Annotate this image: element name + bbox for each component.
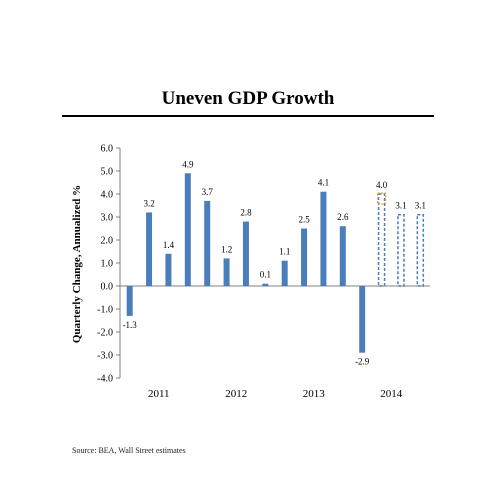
bar [126, 286, 133, 316]
data-label: 3.1 [395, 201, 406, 211]
y-tick-label: 5.0 [101, 167, 114, 178]
bar [262, 283, 269, 286]
estimate-highlight [376, 192, 387, 205]
estimate-bar [416, 213, 425, 287]
source-note: Source: BEA, Wall Street estimates [72, 446, 186, 455]
y-tick-label: -4.0 [97, 374, 113, 385]
x-year-label: 2014 [380, 388, 403, 400]
bar [320, 191, 327, 286]
y-tick-label: 3.0 [101, 213, 114, 224]
x-year-label: 2012 [225, 388, 247, 400]
bar [281, 260, 288, 286]
y-tick-label: 6.0 [101, 144, 114, 155]
data-label: 2.5 [298, 215, 310, 225]
data-label: 2.8 [240, 208, 252, 218]
y-tick-label: -2.0 [97, 328, 113, 339]
title-rule [62, 115, 434, 117]
bar [146, 212, 153, 286]
data-labels: -1.3 3.2 1.4 4.9 3.7 1.2 2.8 0.1 1.1 2.5 4.1 2.6 -2.… [123, 159, 426, 366]
data-label: -2.9 [355, 357, 370, 367]
data-label: 1.4 [163, 240, 175, 250]
bar [359, 286, 366, 353]
data-label: 4.0 [376, 180, 388, 190]
y-tick-label: 1.0 [101, 259, 114, 270]
data-label: 3.7 [202, 187, 214, 197]
tick-labels: 6.0 5.0 4.0 3.0 2.0 1.0 0.0 -1.0 -2.0 -3.0 -4.0 201… [97, 144, 403, 401]
estimate-bar [377, 193, 386, 287]
bar [204, 200, 211, 286]
data-label: 4.9 [182, 159, 194, 169]
y-axis-label: Quarterly Change, Annualized % [71, 185, 83, 343]
data-label: 2.6 [337, 212, 349, 222]
y-tick-label: 4.0 [101, 190, 114, 201]
chart-title: Uneven GDP Growth [161, 88, 335, 109]
y-tick-label: -1.0 [97, 305, 113, 316]
estimate-bar [397, 213, 405, 287]
x-year-label: 2011 [148, 388, 170, 400]
bar [301, 228, 308, 286]
data-label: 4.1 [318, 178, 329, 188]
y-tick-label: -3.0 [97, 351, 113, 362]
bar [242, 221, 249, 286]
data-label: 1.2 [221, 244, 232, 254]
data-label: 0.1 [260, 270, 271, 280]
x-year-label: 2013 [303, 388, 326, 400]
bars [126, 173, 425, 353]
axes [116, 147, 430, 379]
bar [184, 173, 191, 286]
y-tick-label: 2.0 [101, 236, 114, 247]
data-label: 3.1 [415, 201, 426, 211]
bar [223, 258, 230, 286]
bar [339, 226, 346, 286]
data-label: 1.1 [279, 247, 290, 257]
data-label: 3.2 [143, 198, 154, 208]
data-label: -1.3 [123, 320, 138, 330]
bar [165, 253, 172, 286]
y-tick-label: 0.0 [101, 282, 114, 293]
